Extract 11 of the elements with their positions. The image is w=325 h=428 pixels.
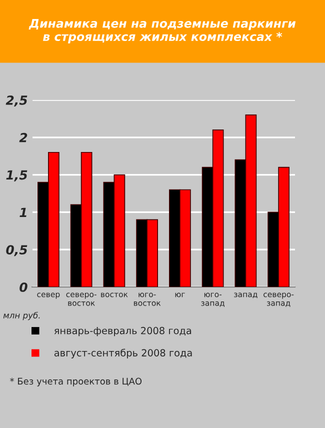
y-tick-label: 2,5 [6,95,28,107]
y-axis-title: млн руб. [3,312,40,320]
y-tick-label: 2 [19,132,28,142]
y-tick-label: 0,5 [6,245,28,256]
chart-title: Динамика цен на подземные паркинги в строящихся жилых комплексах * [28,19,296,44]
legend-label: январь-февраль 2008 года [54,326,192,336]
y-tick-label: 0 [20,282,28,292]
y-tick-label: 1 [20,208,26,217]
text: * Без учета проектов в ЦАО [10,378,142,386]
legend-label: август-сентябрь 2008 года [54,348,192,358]
y-tick-label: 1,5 [6,170,28,182]
